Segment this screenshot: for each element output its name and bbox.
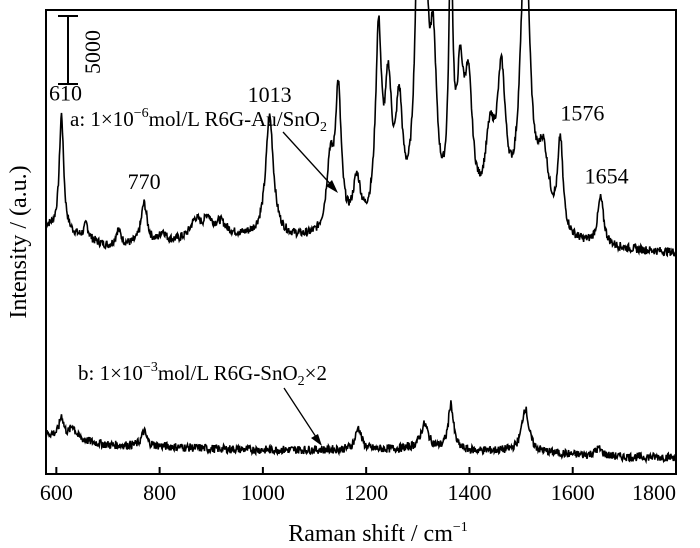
plot-frame bbox=[45, 9, 677, 475]
y-axis-title: Intensity / (a.u.) bbox=[6, 165, 32, 318]
x-tick-label-1400: 1400 bbox=[447, 480, 491, 505]
x-axis-title: Raman shift / cm−1 bbox=[288, 520, 468, 547]
peak-label-1576: 1576 bbox=[560, 101, 604, 126]
scale-bar: 5000 bbox=[58, 15, 105, 85]
series-b-label: b: 1×10−3mol/L R6G-SnO2×2 bbox=[78, 360, 327, 389]
peak-label-1654: 1654 bbox=[585, 164, 629, 189]
scale-bar-label: 5000 bbox=[80, 30, 105, 74]
x-tick-label-800: 800 bbox=[143, 480, 176, 505]
x-tick-label-1800: 1800 bbox=[632, 480, 676, 505]
peak-label-1013: 1013 bbox=[248, 82, 292, 107]
spectrum-curves bbox=[45, 0, 677, 465]
x-tick-label-1000: 1000 bbox=[241, 480, 285, 505]
peak-label-610: 610 bbox=[49, 80, 82, 105]
series-b-line bbox=[45, 400, 677, 465]
peak-label-770: 770 bbox=[128, 169, 161, 194]
x-tick-label-1200: 1200 bbox=[344, 480, 388, 505]
peak-labels: 61077010131364150815761654 bbox=[49, 80, 629, 194]
x-tick-label-1600: 1600 bbox=[551, 480, 595, 505]
x-tick-label-600: 600 bbox=[40, 480, 73, 505]
series-a-line bbox=[45, 0, 677, 258]
x-axis-tick-labels: 600 800 1000 1200 1400 1600 1800 bbox=[40, 480, 676, 505]
series-a-arrow bbox=[282, 131, 338, 193]
series-a-label: a: 1×10−6mol/L R6G-Au/SnO2 bbox=[70, 106, 327, 135]
series-b-arrow bbox=[283, 387, 322, 446]
x-axis-ticks bbox=[55, 467, 677, 474]
